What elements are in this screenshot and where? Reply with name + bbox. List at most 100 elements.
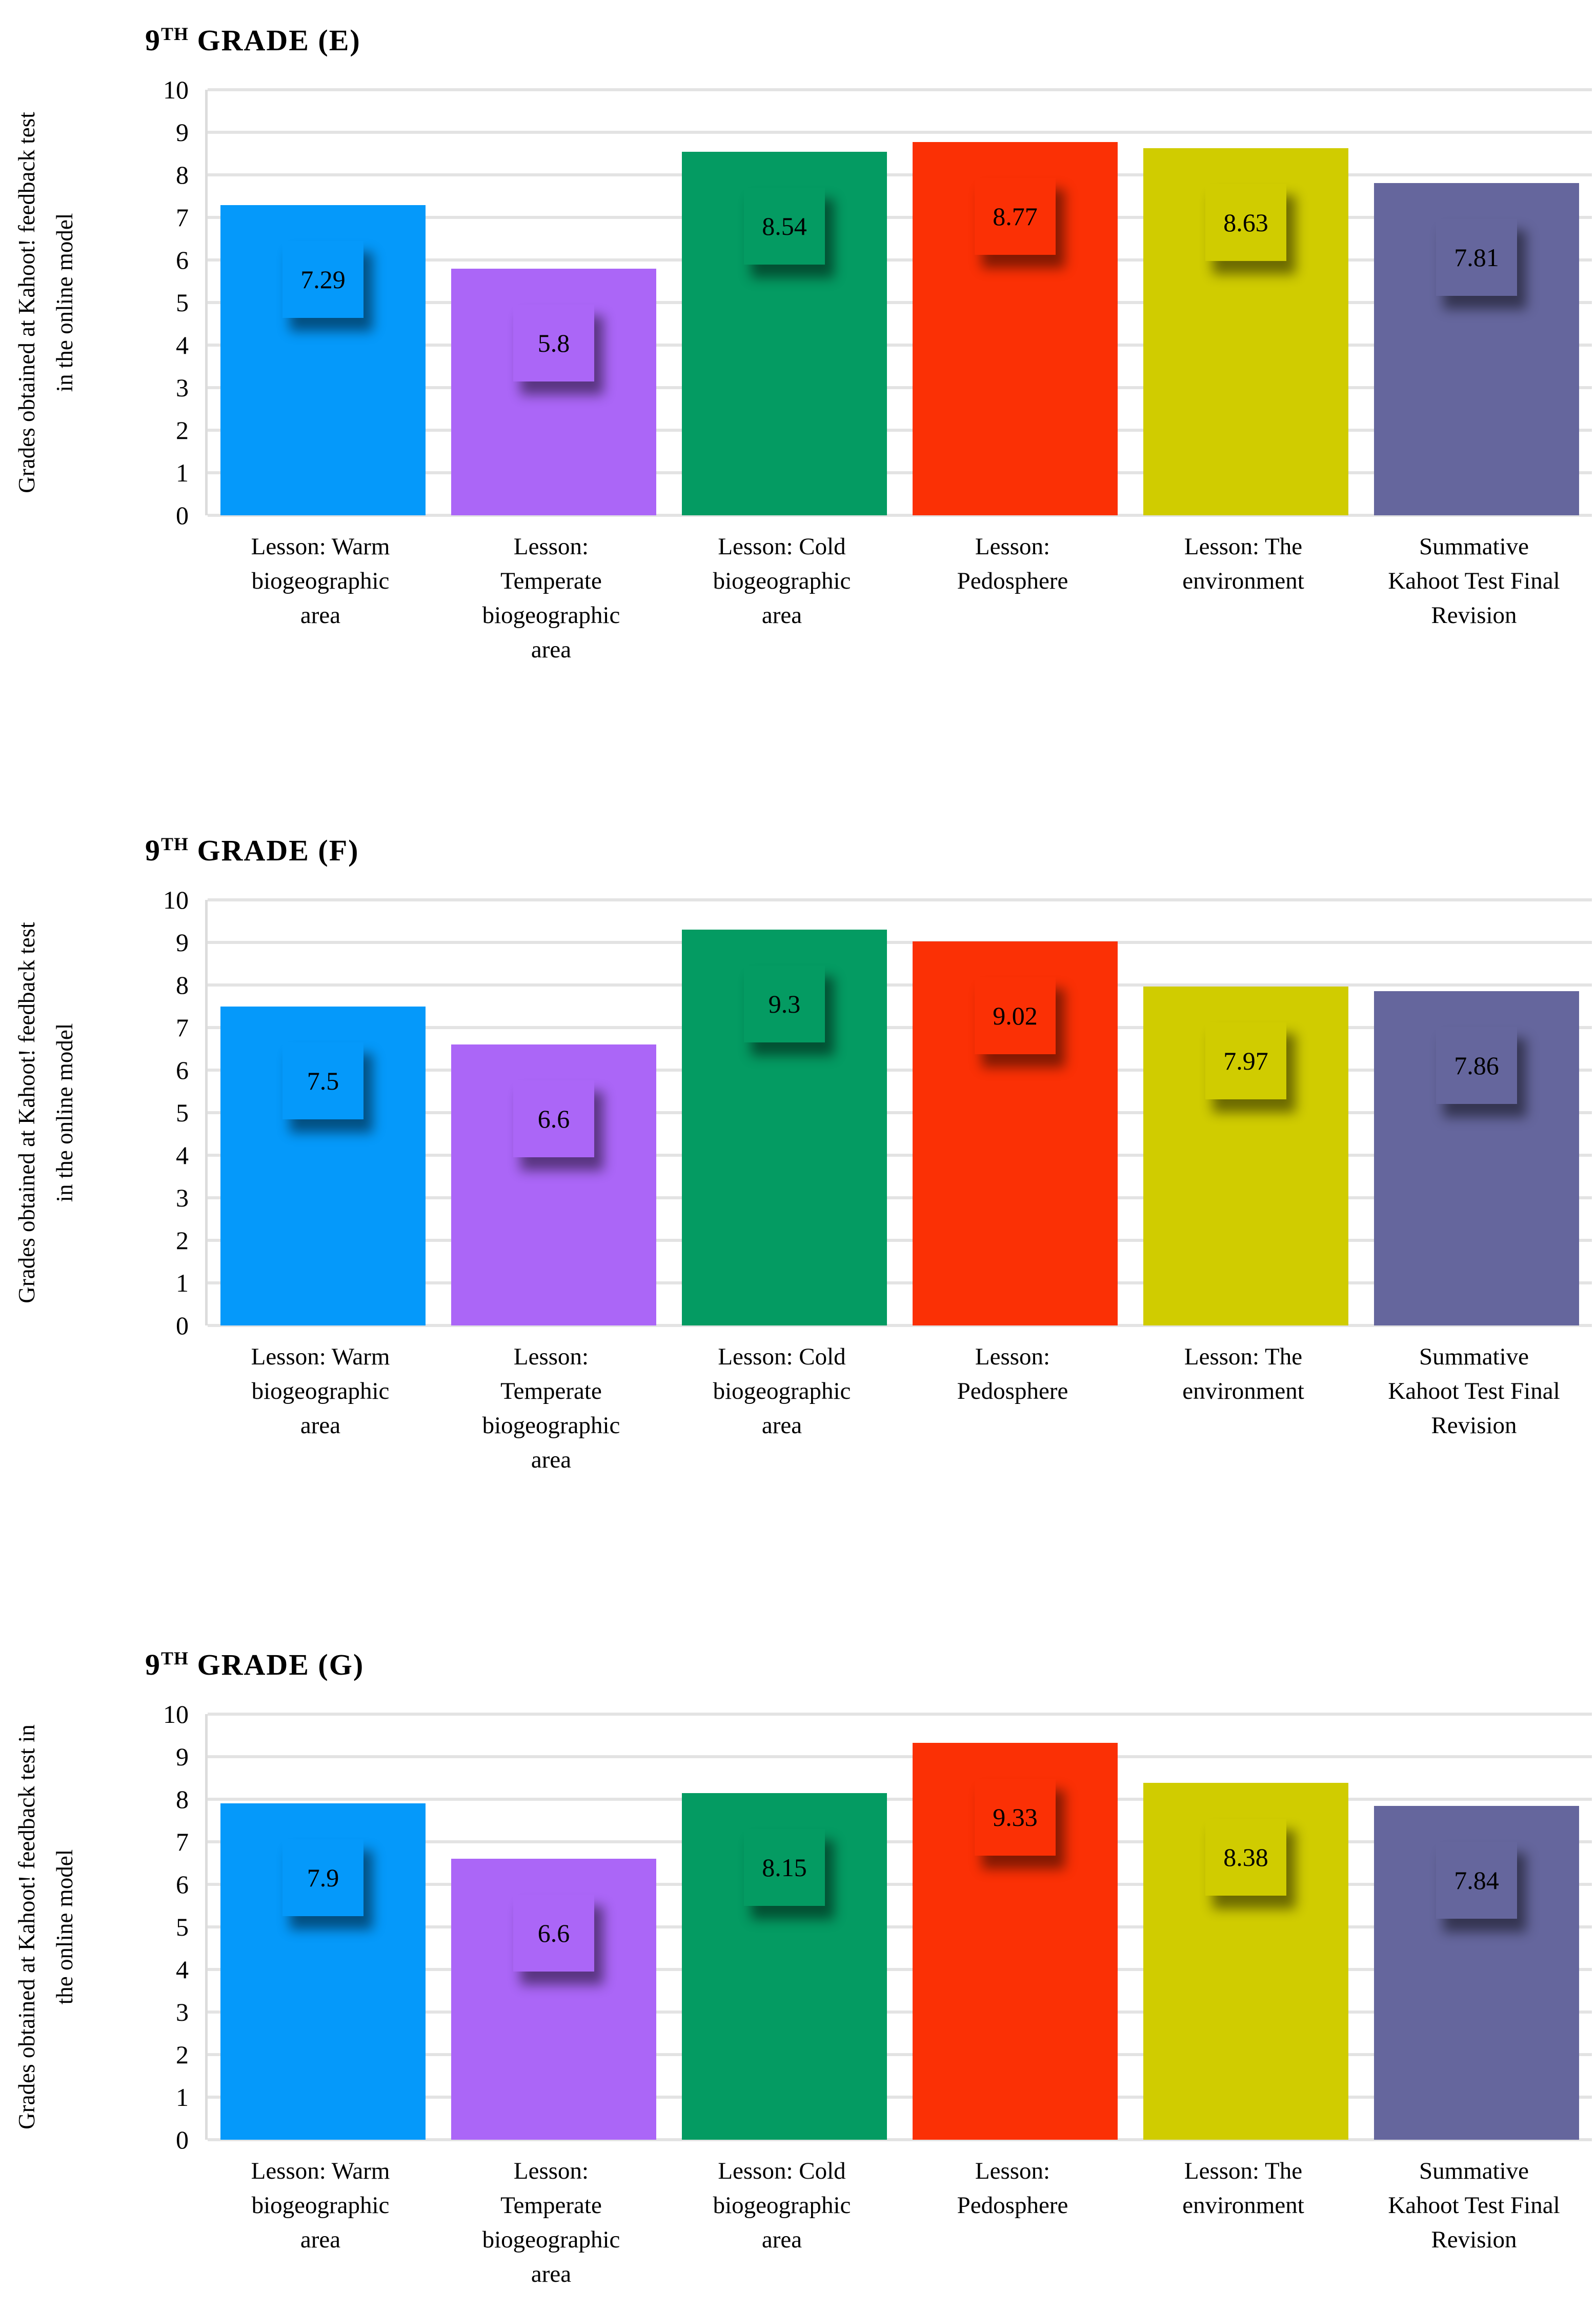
gridline xyxy=(208,2096,1592,2099)
bar-value-label: 7.86 xyxy=(1436,1027,1517,1104)
y-tick-label: 7 xyxy=(176,1013,189,1042)
y-tick-label: 0 xyxy=(176,1311,189,1340)
gridline xyxy=(208,1798,1592,1801)
x-axis-category-labels: Lesson: Warm biogeographic area Lesson: T… xyxy=(205,530,1589,683)
bar-value-label: 7.81 xyxy=(1436,218,1517,296)
gridline xyxy=(208,983,1592,987)
bar-value-label: 9.02 xyxy=(975,977,1056,1055)
gridline xyxy=(208,1026,1592,1029)
y-tick-label: 1 xyxy=(176,2083,189,2112)
bar-value-label: 8.54 xyxy=(744,188,825,265)
chart-title: 9TH GRADE (E) xyxy=(145,23,361,57)
chart-9th-grade-f: 9TH GRADE (F) Grades obtained at Kahoot!… xyxy=(0,833,1596,1602)
bar: 9.02 xyxy=(913,941,1118,1325)
y-axis-title-line2: in the online model xyxy=(52,213,77,392)
x-category-label: Lesson: Warm biogeographic area xyxy=(251,533,390,629)
plot-area: 7.29 5.8 8.54 8.77 8.63 7.81 xyxy=(205,88,1592,517)
y-tick-label: 1 xyxy=(176,458,189,487)
gridline xyxy=(208,1968,1592,1971)
y-tick-label: 4 xyxy=(176,331,189,359)
x-category-label: Summative Kahoot Test Final Revision xyxy=(1388,1343,1560,1439)
bar: 7.86 xyxy=(1374,991,1579,1325)
plot-area: 7.9 6.6 8.15 9.33 8.38 7.84 xyxy=(205,1713,1592,2141)
y-tick-label: 4 xyxy=(176,1141,189,1170)
chart-title-ordinal: TH xyxy=(161,1648,189,1669)
y-tick-label: 6 xyxy=(176,246,189,274)
y-tick-label: 0 xyxy=(176,2125,189,2154)
y-tick-label: 10 xyxy=(163,1700,189,1728)
y-tick-label: 3 xyxy=(176,1998,189,2026)
x-category-label: Lesson: The environment xyxy=(1182,1343,1304,1404)
gridline xyxy=(208,471,1592,474)
gridline xyxy=(208,131,1592,134)
y-tick-label: 7 xyxy=(176,1827,189,1856)
y-tick-label: 6 xyxy=(176,1870,189,1899)
bar-value-label: 7.97 xyxy=(1205,1022,1286,1099)
bar: 6.6 xyxy=(451,1859,656,2140)
gridline xyxy=(208,173,1592,176)
y-tick-label: 7 xyxy=(176,203,189,232)
y-axis-title-line1: Grades obtained at Kahoot! feedback test… xyxy=(14,1724,39,2129)
bar-value-label: 9.3 xyxy=(744,966,825,1043)
chart-title-text: GRADE (G) xyxy=(188,1648,365,1681)
bar-value-label: 8.38 xyxy=(1205,1819,1286,1896)
y-axis-tick-labels: 0 1 2 3 4 5 6 7 8 9 10 xyxy=(123,76,195,529)
bar: 8.54 xyxy=(682,152,887,515)
bar-value-label: 6.6 xyxy=(513,1080,594,1158)
x-category-label: Lesson: The environment xyxy=(1182,533,1304,594)
x-category-label: Lesson: Cold biogeographic area xyxy=(713,2158,851,2253)
x-axis-category-labels: Lesson: Warm biogeographic area Lesson: T… xyxy=(205,1340,1589,1494)
x-category-label: Lesson: Pedosphere xyxy=(957,1343,1068,1404)
gridline xyxy=(208,386,1592,389)
y-axis-title-line2: in the online model xyxy=(52,1023,77,1202)
gridline xyxy=(208,2011,1592,2014)
y-axis-title: Grades obtained at Kahoot! feedback test… xyxy=(8,1714,90,2140)
bar-value-label: 7.29 xyxy=(282,240,363,318)
bar-value-label: 8.63 xyxy=(1205,184,1286,261)
chart-title: 9TH GRADE (F) xyxy=(145,833,359,868)
bar-value-label: 5.8 xyxy=(513,304,594,381)
bar: 7.9 xyxy=(220,1803,426,2140)
chart-title-text: GRADE (F) xyxy=(188,834,359,867)
y-axis-title-line2: the online model xyxy=(52,1849,77,2005)
gridline xyxy=(208,1755,1592,1758)
gridline xyxy=(208,1281,1592,1284)
x-axis-category-labels: Lesson: Warm biogeographic area Lesson: T… xyxy=(205,2154,1589,2308)
y-tick-label: 9 xyxy=(176,118,189,147)
x-category-label: Lesson: Warm biogeographic area xyxy=(251,2158,390,2253)
bar: 8.63 xyxy=(1143,148,1348,515)
y-tick-label: 9 xyxy=(176,928,189,957)
plot-area: 7.5 6.6 9.3 9.02 7.97 7.86 xyxy=(205,898,1592,1327)
x-category-label: Lesson: Warm biogeographic area xyxy=(251,1343,390,1439)
y-tick-label: 8 xyxy=(176,1785,189,1814)
chart-title-ordinal: TH xyxy=(161,834,189,855)
gridline xyxy=(208,1196,1592,1199)
y-tick-label: 10 xyxy=(163,886,189,914)
x-category-label: Lesson: The environment xyxy=(1182,2158,1304,2219)
x-category-label: Lesson: Temperate biogeographic area xyxy=(482,533,620,663)
y-tick-label: 9 xyxy=(176,1742,189,1771)
bar: 7.84 xyxy=(1374,1806,1579,2140)
gridline xyxy=(208,941,1592,944)
x-category-label: Lesson: Cold biogeographic area xyxy=(713,533,851,629)
y-tick-label: 8 xyxy=(176,160,189,189)
bar: 7.97 xyxy=(1143,986,1348,1325)
bar-value-label: 6.6 xyxy=(513,1895,594,1972)
gridline xyxy=(208,429,1592,432)
x-category-label: Lesson: Temperate biogeographic area xyxy=(482,2158,620,2287)
gridline xyxy=(208,898,1592,901)
gridline xyxy=(208,2053,1592,2056)
y-tick-label: 1 xyxy=(176,1269,189,1297)
y-axis-title-line1: Grades obtained at Kahoot! feedback test xyxy=(14,112,39,493)
y-axis-title: Grades obtained at Kahoot! feedback test… xyxy=(8,900,90,1325)
y-tick-label: 2 xyxy=(176,1226,189,1255)
bar-value-label: 8.77 xyxy=(975,178,1056,255)
chart-title-number: 9 xyxy=(145,24,161,57)
gridline xyxy=(208,1154,1592,1157)
gridline xyxy=(208,216,1592,219)
bar-value-label: 7.5 xyxy=(282,1042,363,1119)
bar: 8.15 xyxy=(682,1793,887,2140)
chart-title-number: 9 xyxy=(145,1648,161,1681)
y-axis-title: Grades obtained at Kahoot! feedback test… xyxy=(8,90,90,515)
y-tick-label: 5 xyxy=(176,1913,189,1941)
